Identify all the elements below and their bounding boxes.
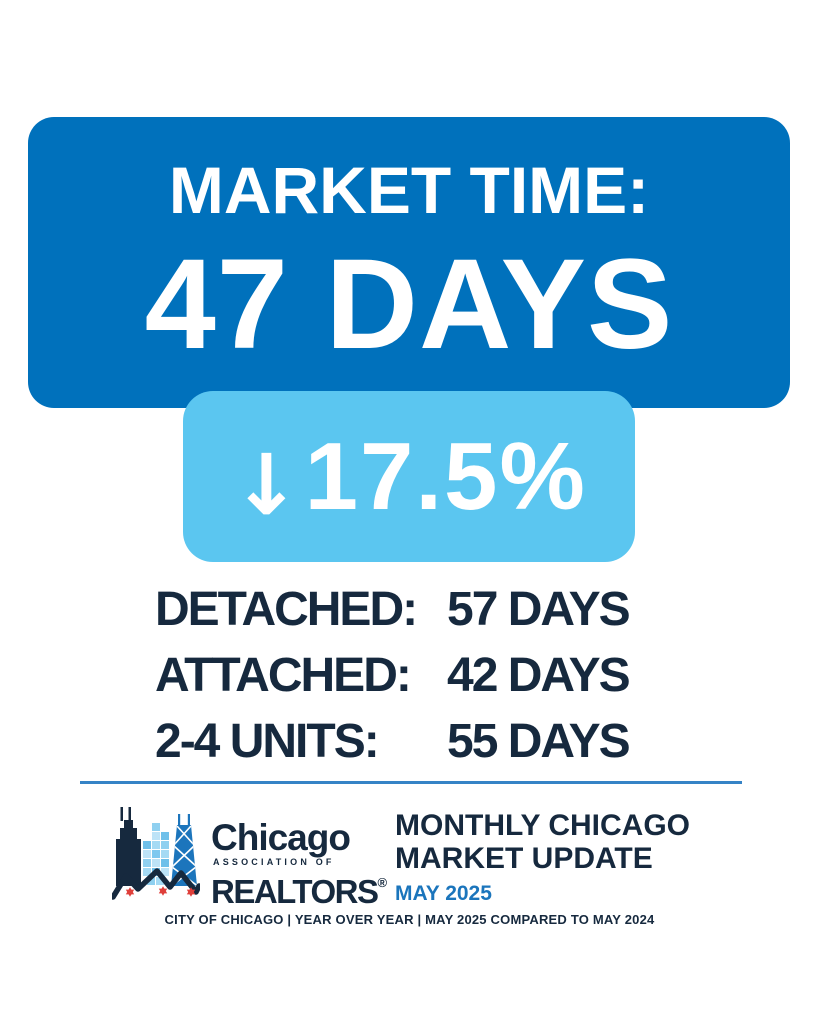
stat-row-attached: ATTACHED: 42 DAYS	[155, 642, 675, 708]
report-title-line2: MARKET UPDATE	[395, 842, 653, 875]
stat-label: ATTACHED:	[155, 648, 412, 702]
willis-tower-icon	[116, 807, 141, 886]
stat-value: 55 DAYS	[447, 714, 631, 768]
registered-mark: ®	[377, 875, 388, 890]
market-time-value: 47 DAYS	[144, 232, 674, 376]
brand-wordmark: Chicago ASSOCIATION OF REALTORS®	[206, 817, 388, 908]
down-arrow-icon: ↓	[231, 435, 302, 534]
brand-name2: REALTORS®	[211, 868, 388, 908]
market-time-title: MARKET TIME:	[168, 152, 650, 227]
stat-label: DETACHED:	[155, 582, 418, 636]
report-title-line1: MONTHLY CHICAGO	[395, 809, 691, 842]
stat-row-2-4-units: 2-4 UNITS: 55 DAYS	[155, 708, 675, 774]
market-time-card: MARKET TIME: 47 DAYS	[28, 117, 790, 408]
property-type-stats: DETACHED: 57 DAYS ATTACHED: 42 DAYS 2-4 …	[155, 576, 675, 774]
stat-value: 57 DAYS	[447, 582, 631, 636]
stat-value: 42 DAYS	[447, 648, 631, 702]
brand-name: Chicago	[211, 817, 351, 858]
brand-realtors-text: REALTORS	[211, 873, 379, 910]
stat-label: 2-4 UNITS:	[155, 714, 380, 768]
report-title-block: MONTHLY CHICAGO MARKET UPDATE MAY 2025	[395, 809, 690, 905]
chicago-skyline-logo-icon	[112, 807, 200, 900]
yoy-change-badge: ↓ 17.5%	[183, 391, 635, 562]
footer-caption: CITY OF CHICAGO | YEAR OVER YEAR | MAY 2…	[164, 912, 655, 927]
report-period: MAY 2025	[395, 882, 492, 905]
yoy-change-value: 17.5%	[304, 422, 587, 530]
footer-divider	[80, 781, 742, 784]
chicago-stars-icon	[125, 886, 196, 897]
brand-subtitle: ASSOCIATION OF	[213, 857, 335, 867]
stat-row-detached: DETACHED: 57 DAYS	[155, 576, 675, 642]
rooftops-icon	[112, 868, 200, 900]
